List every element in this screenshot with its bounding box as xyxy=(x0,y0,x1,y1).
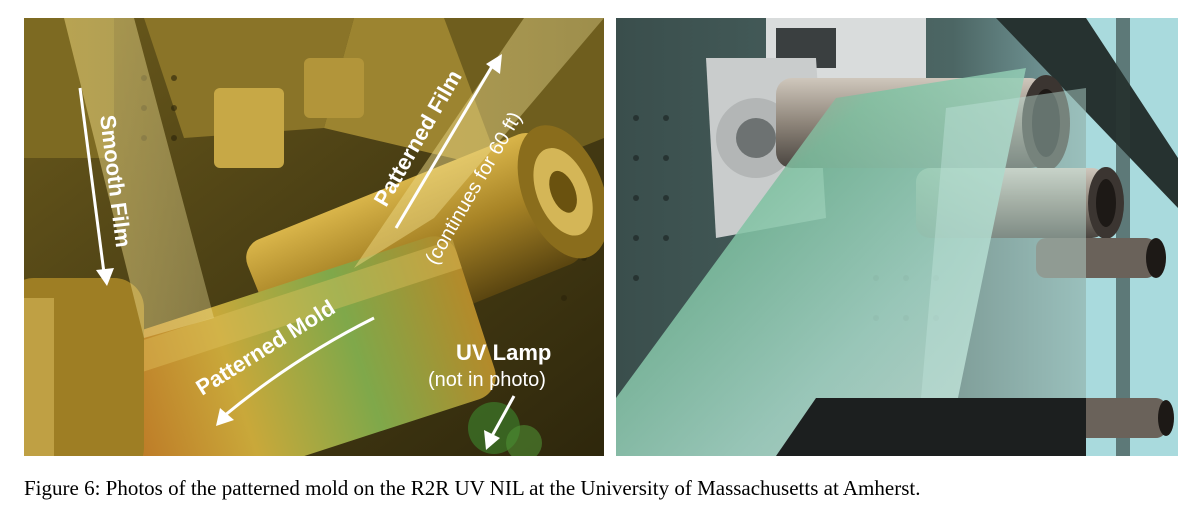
smooth-film-arrowhead xyxy=(96,268,114,286)
smooth-film-arrow xyxy=(78,87,106,274)
patterned-film-arrow xyxy=(394,62,496,229)
patterned-mold-arrow xyxy=(223,316,375,418)
figure-caption: Figure 6: Photos of the patterned mold o… xyxy=(24,476,921,500)
patterned-film-arrowhead xyxy=(486,54,502,74)
uv-lamp-arrowhead xyxy=(484,430,500,450)
left-photo-illustration: Smooth Film Patterned Film (continues fo… xyxy=(24,18,604,456)
right-photo-illustration xyxy=(616,18,1178,456)
uv-lamp-arrow xyxy=(490,395,516,437)
uv-lamp-label: UV Lamp xyxy=(456,340,551,365)
not-in-photo-label: (not in photo) xyxy=(428,369,546,391)
right-photo xyxy=(616,18,1178,456)
left-photo: Smooth Film Patterned Film (continues fo… xyxy=(24,18,604,456)
patterned-mold-arrowhead xyxy=(216,408,234,426)
